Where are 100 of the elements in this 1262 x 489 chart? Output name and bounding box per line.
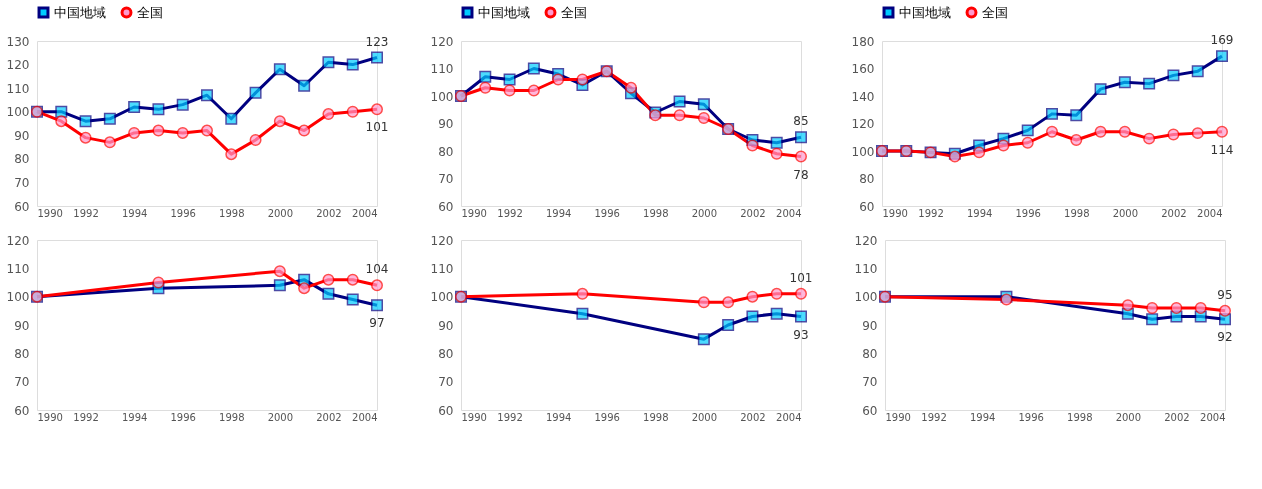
x-tick-label: 1990 (461, 411, 487, 423)
y-tick-label: 70 (14, 175, 30, 190)
y-tick-label: 120 (854, 233, 878, 248)
data-label: 78 (793, 167, 809, 182)
x-tick-label: 2000 (1112, 207, 1139, 219)
y-tick-label: 140 (851, 89, 875, 104)
x-tick-label: 1992 (497, 411, 523, 423)
x-tick-label: 1998 (643, 207, 669, 219)
data-label: 104 (365, 262, 389, 277)
data-label: 85 (793, 114, 809, 129)
y-tick-label: 70 (14, 375, 30, 390)
y-tick-label: 100 (854, 290, 878, 305)
y-tick-label: 120 (430, 233, 454, 248)
y-tick-label: 90 (862, 318, 878, 333)
data-label: 95 (1217, 287, 1233, 302)
x-tick-label: 1996 (1018, 411, 1044, 423)
x-tick-label: 2004 (1200, 411, 1226, 423)
legend-label: 中国地域 (899, 4, 951, 20)
x-tick-label: 1990 (37, 411, 63, 423)
data-label: 97 (369, 316, 385, 331)
x-tick-label: 1990 (461, 207, 487, 219)
x-tick-label: 2000 (1115, 411, 1142, 423)
x-tick-label: 2004 (352, 207, 378, 219)
y-tick-label: 90 (438, 117, 454, 131)
x-tick-label: 1990 (882, 207, 908, 219)
y-tick-label: 110 (6, 261, 30, 276)
y-tick-label: 180 (851, 34, 875, 49)
x-tick-label: 2002 (1161, 207, 1187, 219)
x-tick-label: 1996 (1015, 207, 1041, 219)
x-tick-label: 2002 (1164, 411, 1190, 423)
y-tick-label: 60 (14, 199, 30, 214)
data-label: 101 (789, 270, 813, 285)
y-tick-label: 60 (862, 403, 878, 418)
x-tick-label: 1990 (885, 411, 911, 423)
y-tick-label: 100 (430, 89, 454, 104)
x-tick-label: 1998 (1064, 207, 1090, 219)
y-tick-label: 120 (430, 34, 454, 49)
data-label: 123 (365, 34, 389, 49)
x-tick-label: 1992 (73, 207, 99, 219)
x-tick-label: 2004 (776, 411, 802, 423)
y-tick-label: 110 (430, 261, 454, 276)
legend-label: 全国 (982, 4, 1008, 20)
y-tick-label: 90 (438, 318, 454, 333)
data-label: 169 (1210, 33, 1234, 48)
y-tick-label: 100 (6, 105, 30, 120)
y-tick-label: 100 (430, 290, 454, 305)
x-tick-label: 2000 (267, 207, 294, 219)
x-tick-label: 1996 (170, 207, 196, 219)
legend-label: 全国 (561, 4, 587, 20)
y-tick-label: 60 (438, 403, 454, 418)
x-tick-label: 1994 (969, 411, 996, 423)
x-tick-label: 2004 (352, 411, 378, 423)
x-tick-label: 2000 (691, 207, 718, 219)
x-tick-label: 2002 (740, 207, 766, 219)
x-tick-label: 1994 (966, 207, 993, 219)
y-tick-label: 100 (6, 290, 30, 305)
y-tick-label: 110 (854, 261, 878, 276)
x-tick-label: 1998 (219, 411, 245, 423)
legend-label: 中国地域 (54, 4, 106, 20)
x-tick-label: 1992 (921, 411, 947, 423)
y-tick-label: 80 (14, 346, 30, 361)
y-tick-label: 90 (14, 318, 30, 333)
y-tick-label: 60 (438, 199, 454, 214)
x-tick-label: 2000 (691, 411, 718, 423)
x-tick-label: 1994 (121, 207, 148, 219)
y-tick-label: 60 (859, 199, 875, 214)
x-tick-label: 1996 (170, 411, 196, 423)
y-tick-label: 90 (14, 128, 30, 143)
x-tick-label: 2002 (316, 207, 342, 219)
y-tick-label: 80 (438, 144, 454, 159)
y-tick-label: 120 (6, 233, 30, 248)
y-tick-label: 160 (851, 62, 875, 76)
y-tick-label: 80 (14, 152, 30, 167)
y-tick-label: 120 (851, 117, 875, 131)
x-tick-label: 1994 (545, 411, 572, 423)
x-tick-label: 1990 (37, 207, 63, 219)
y-tick-label: 80 (438, 346, 454, 361)
x-tick-label: 1996 (594, 411, 620, 423)
y-tick-label: 80 (859, 172, 875, 186)
data-label: 92 (1217, 330, 1233, 345)
x-tick-label: 1996 (594, 207, 620, 219)
y-tick-label: 80 (862, 346, 878, 361)
y-tick-label: 70 (438, 172, 454, 186)
x-tick-label: 1998 (643, 411, 669, 423)
data-label: 101 (365, 120, 389, 135)
x-tick-label: 1992 (73, 411, 99, 423)
y-tick-label: 70 (862, 375, 878, 390)
y-tick-label: 120 (6, 58, 30, 73)
x-tick-label: 2000 (267, 411, 294, 423)
y-tick-label: 130 (6, 34, 30, 49)
y-tick-label: 70 (438, 375, 454, 390)
data-label: 114 (1210, 142, 1234, 157)
y-tick-label: 110 (430, 62, 454, 76)
y-tick-label: 60 (14, 403, 30, 418)
legend-label: 全国 (137, 4, 163, 20)
x-tick-label: 1992 (497, 207, 523, 219)
y-tick-label: 100 (851, 144, 875, 159)
x-tick-label: 2002 (316, 411, 342, 423)
x-tick-label: 1998 (219, 207, 245, 219)
x-tick-label: 1998 (1067, 411, 1093, 423)
